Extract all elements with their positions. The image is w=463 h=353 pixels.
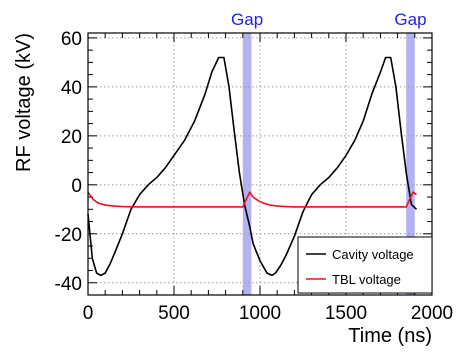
gap-label: Gap <box>394 10 426 29</box>
x-tick-label: 1000 <box>239 303 281 324</box>
legend-box <box>297 236 433 294</box>
gap-label: Gap <box>231 10 263 29</box>
y-tick-label: 20 <box>61 127 82 148</box>
x-tick-label: 1500 <box>325 303 367 324</box>
plot-frame <box>87 32 433 296</box>
x-tick-label: 500 <box>158 303 190 324</box>
legend-label: TBL voltage <box>332 272 401 287</box>
x-tick-label: 0 <box>83 303 94 324</box>
y-tick-label: -20 <box>55 225 82 246</box>
gap-band <box>242 33 252 295</box>
y-tick-label: 60 <box>61 29 82 50</box>
gap-band <box>406 33 415 295</box>
y-tick-label: 40 <box>61 78 82 99</box>
y-axis-label: RF voltage (kV) <box>13 33 35 172</box>
legend-label: Cavity voltage <box>332 247 414 262</box>
y-tick-label: 0 <box>71 176 82 197</box>
legend: Cavity voltage TBL voltage <box>297 236 433 294</box>
x-tick-label: 2000 <box>411 303 453 324</box>
y-tick-label: -40 <box>55 274 82 295</box>
x-axis-label: Time (ns) <box>348 325 432 347</box>
series-tbl-voltage-line <box>87 191 417 208</box>
